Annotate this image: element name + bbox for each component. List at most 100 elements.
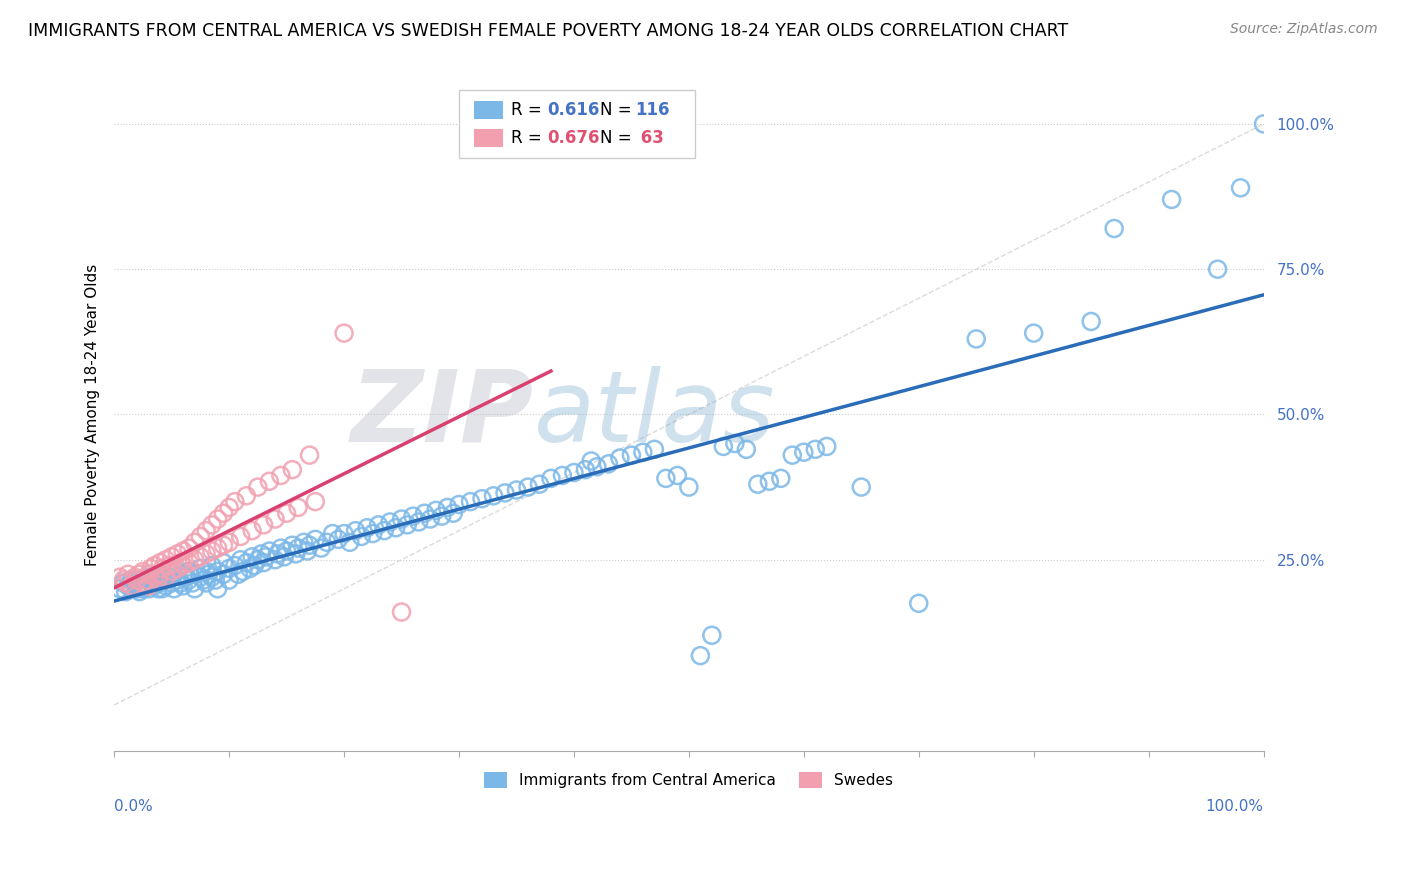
Point (239, 561, 262, 575)
Point (711, 439, 734, 453)
Point (540, 471, 562, 485)
Point (246, 552, 269, 566)
Point (273, 549, 295, 564)
Point (598, 457, 620, 471)
Point (146, 573, 169, 587)
Point (135, 573, 157, 587)
Point (609, 450, 631, 465)
Point (436, 500, 458, 515)
Point (195, 524, 218, 538)
Point (160, 576, 183, 591)
Point (356, 521, 378, 535)
Point (297, 544, 319, 558)
Point (149, 556, 172, 570)
Point (425, 503, 447, 517)
Point (172, 579, 194, 593)
Point (201, 544, 224, 558)
Point (246, 480, 269, 494)
Point (304, 494, 326, 508)
Point (120, 579, 142, 593)
Point (243, 558, 266, 573)
Point (232, 565, 254, 579)
Point (177, 541, 200, 555)
Text: 0.676: 0.676 (547, 129, 600, 147)
Point (181, 576, 204, 591)
Point (344, 524, 367, 538)
Point (339, 535, 361, 549)
Point (224, 558, 246, 573)
Point (315, 535, 337, 549)
Point (270, 541, 292, 555)
Point (254, 549, 277, 564)
Point (505, 483, 527, 497)
Point (287, 500, 309, 515)
Point (108, 582, 131, 596)
Point (163, 582, 186, 596)
Point (259, 544, 281, 558)
Point (146, 582, 169, 596)
Point (276, 506, 298, 520)
Point (631, 445, 654, 459)
Point (747, 477, 769, 491)
Point (120, 582, 142, 596)
Point (1022, 326, 1045, 340)
Point (155, 552, 177, 566)
Y-axis label: Female Poverty Among 18-24 Year Olds: Female Poverty Among 18-24 Year Olds (86, 263, 100, 566)
Point (735, 442, 758, 457)
Point (127, 573, 149, 587)
Point (138, 582, 160, 596)
Point (183, 535, 205, 549)
Point (201, 558, 224, 573)
Point (264, 552, 287, 566)
Point (166, 561, 188, 575)
Text: 100.0%: 100.0% (1205, 798, 1264, 814)
FancyBboxPatch shape (474, 129, 503, 147)
Point (240, 549, 263, 564)
Point (1080, 314, 1102, 328)
Point (494, 486, 516, 500)
Point (240, 524, 263, 538)
Point (562, 466, 585, 480)
Point (218, 535, 240, 549)
Point (815, 439, 838, 453)
Point (298, 538, 321, 552)
Point (155, 579, 177, 593)
Point (177, 565, 200, 579)
Point (193, 573, 215, 587)
Point (195, 576, 218, 591)
Text: 0.0%: 0.0% (114, 798, 153, 814)
Point (333, 526, 356, 541)
Point (128, 579, 150, 593)
Point (1160, 193, 1182, 207)
Point (218, 561, 240, 575)
Point (284, 547, 307, 561)
Point (965, 332, 987, 346)
Text: ZIP: ZIP (350, 366, 534, 463)
Point (132, 565, 155, 579)
Point (678, 480, 700, 494)
Point (172, 544, 194, 558)
Point (373, 524, 395, 538)
Point (170, 576, 193, 591)
Point (124, 576, 146, 591)
Point (666, 468, 689, 483)
Point (574, 463, 596, 477)
Point (782, 448, 804, 462)
Point (298, 448, 321, 462)
Point (333, 326, 356, 340)
Point (201, 517, 224, 532)
Text: IMMIGRANTS FROM CENTRAL AMERICA VS SWEDISH FEMALE POVERTY AMONG 18-24 YEAR OLDS : IMMIGRANTS FROM CENTRAL AMERICA VS SWEDI… (28, 22, 1069, 40)
Point (139, 576, 162, 591)
Point (724, 436, 747, 450)
Point (586, 459, 609, 474)
Point (292, 535, 315, 549)
Legend: Immigrants from Central America, Swedes: Immigrants from Central America, Swedes (478, 766, 900, 795)
Point (228, 567, 250, 582)
Point (402, 509, 425, 524)
Point (212, 538, 235, 552)
Point (643, 442, 665, 457)
FancyBboxPatch shape (474, 101, 503, 119)
Point (190, 529, 212, 543)
Point (270, 468, 292, 483)
Point (146, 570, 169, 584)
